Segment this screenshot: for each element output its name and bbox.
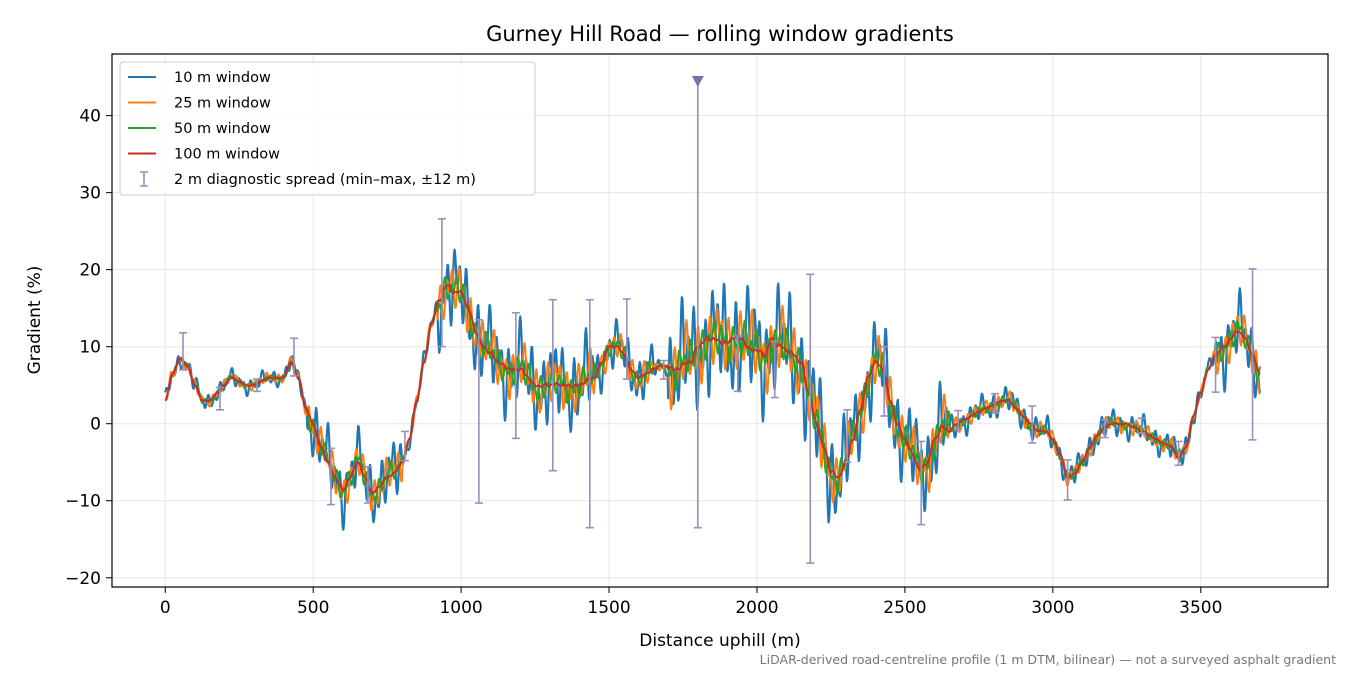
diagnostic-spread xyxy=(179,75,1257,564)
chart-title: Gurney Hill Road — rolling window gradie… xyxy=(486,22,954,46)
x-tick-label: 1000 xyxy=(439,598,482,618)
y-axis-label: Gradient (%) xyxy=(25,266,45,375)
y-tick-label: 20 xyxy=(79,261,101,281)
x-axis-label: Distance uphill (m) xyxy=(639,631,800,651)
legend: 10 m window 25 m window 50 m window 100 m w… xyxy=(119,61,536,196)
axis-ticks: 0 500 1000 1500 2000 2500 3000 3500 −20 −10 0 10 20 3… xyxy=(65,107,1222,618)
x-tick-label: 2500 xyxy=(883,598,926,618)
y-tick-label: −10 xyxy=(65,492,101,512)
plot-area xyxy=(164,248,1262,531)
legend-label: 10 m window xyxy=(174,70,271,86)
x-tick-label: 3000 xyxy=(1031,598,1074,618)
series-line xyxy=(164,284,1261,494)
legend-box xyxy=(119,61,536,196)
legend-label: 25 m window xyxy=(174,96,271,112)
x-tick-label: 3500 xyxy=(1179,598,1222,618)
y-tick-label: −20 xyxy=(65,569,101,589)
y-tick-label: 30 xyxy=(79,184,101,204)
x-tick-label: 0 xyxy=(160,598,171,618)
y-tick-label: 10 xyxy=(79,338,101,358)
y-tick-label: 40 xyxy=(79,107,101,127)
x-tick-label: 1500 xyxy=(587,598,630,618)
axes-frame xyxy=(111,53,1329,588)
diagnostic-clip-marker xyxy=(691,75,704,87)
legend-label: 50 m window xyxy=(174,121,271,137)
legend-label: 100 m window xyxy=(174,147,280,163)
x-tick-label: 2000 xyxy=(735,598,778,618)
x-tick-label: 500 xyxy=(297,598,329,618)
legend-label: 2 m diagnostic spread (min–max, ±12 m) xyxy=(174,172,476,188)
y-tick-label: 0 xyxy=(90,415,101,435)
footnote: LiDAR-derived road-centreline profile (1… xyxy=(760,652,1336,667)
